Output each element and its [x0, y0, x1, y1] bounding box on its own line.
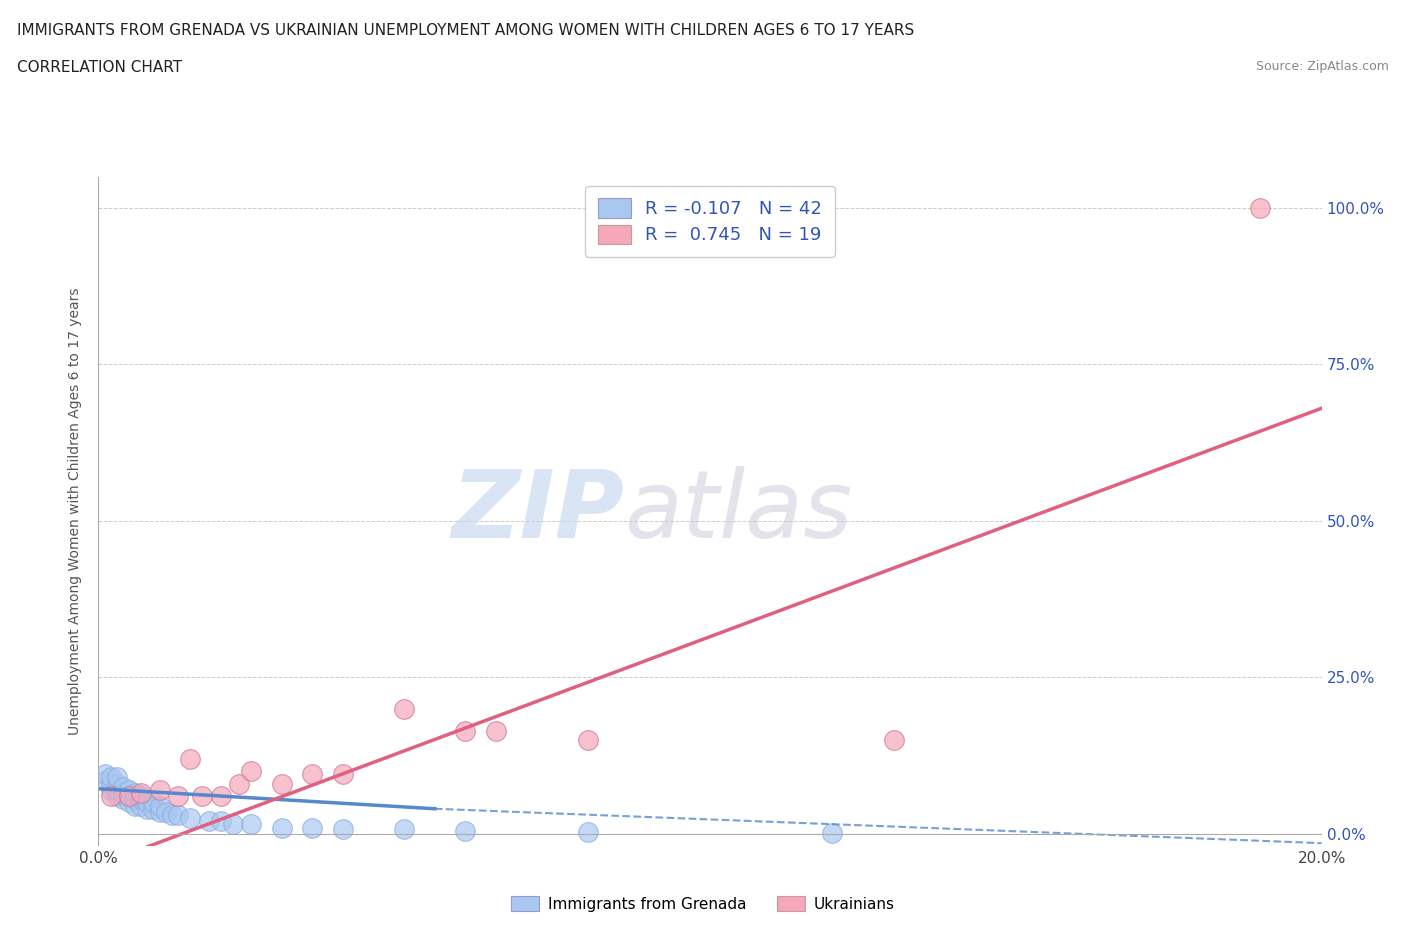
- Point: [454, 823, 477, 838]
- Point: [105, 770, 128, 785]
- Point: [1249, 201, 1271, 216]
- Point: [167, 807, 190, 822]
- Legend: R = -0.107   N = 42, R =  0.745   N = 19: R = -0.107 N = 42, R = 0.745 N = 19: [585, 186, 835, 257]
- Point: [129, 786, 152, 801]
- Point: [301, 820, 323, 835]
- Text: atlas: atlas: [624, 466, 852, 557]
- Text: ZIP: ZIP: [451, 466, 624, 557]
- Point: [179, 751, 201, 766]
- Point: [485, 724, 508, 738]
- Point: [136, 802, 159, 817]
- Point: [118, 782, 141, 797]
- Point: [149, 798, 172, 813]
- Point: [149, 804, 172, 819]
- Point: [160, 807, 183, 822]
- Point: [149, 782, 172, 797]
- Point: [167, 789, 190, 804]
- Point: [100, 782, 122, 797]
- Point: [142, 802, 165, 817]
- Point: [118, 789, 141, 804]
- Legend: Immigrants from Grenada, Ukrainians: Immigrants from Grenada, Ukrainians: [505, 890, 901, 918]
- Y-axis label: Unemployment Among Women with Children Ages 6 to 17 years: Unemployment Among Women with Children A…: [69, 287, 83, 736]
- Point: [332, 767, 354, 782]
- Point: [270, 777, 292, 791]
- Point: [105, 777, 128, 791]
- Point: [301, 767, 323, 782]
- Point: [883, 733, 905, 748]
- Point: [118, 789, 141, 804]
- Point: [155, 804, 177, 819]
- Point: [240, 817, 263, 831]
- Point: [136, 795, 159, 810]
- Point: [240, 764, 263, 778]
- Point: [332, 821, 354, 836]
- Point: [111, 786, 134, 801]
- Point: [118, 795, 141, 810]
- Point: [124, 792, 146, 807]
- Text: IMMIGRANTS FROM GRENADA VS UKRAINIAN UNEMPLOYMENT AMONG WOMEN WITH CHILDREN AGES: IMMIGRANTS FROM GRENADA VS UKRAINIAN UNE…: [17, 23, 914, 38]
- Point: [142, 795, 165, 810]
- Point: [209, 789, 232, 804]
- Point: [821, 826, 844, 841]
- Point: [100, 777, 122, 791]
- Point: [392, 821, 416, 836]
- Point: [124, 786, 146, 801]
- Point: [93, 767, 115, 782]
- Point: [197, 814, 219, 829]
- Point: [209, 814, 232, 829]
- Point: [124, 798, 146, 813]
- Point: [222, 817, 245, 831]
- Point: [105, 789, 128, 804]
- Point: [93, 773, 115, 788]
- Text: Source: ZipAtlas.com: Source: ZipAtlas.com: [1256, 60, 1389, 73]
- Point: [111, 779, 134, 794]
- Point: [228, 777, 250, 791]
- Point: [576, 733, 599, 748]
- Point: [129, 798, 152, 813]
- Point: [100, 789, 122, 804]
- Point: [191, 789, 214, 804]
- Point: [454, 724, 477, 738]
- Point: [270, 820, 292, 835]
- Point: [129, 789, 152, 804]
- Point: [392, 701, 416, 716]
- Point: [111, 792, 134, 807]
- Point: [576, 825, 599, 840]
- Point: [100, 770, 122, 785]
- Text: CORRELATION CHART: CORRELATION CHART: [17, 60, 181, 75]
- Point: [105, 782, 128, 797]
- Point: [129, 792, 152, 807]
- Point: [179, 811, 201, 826]
